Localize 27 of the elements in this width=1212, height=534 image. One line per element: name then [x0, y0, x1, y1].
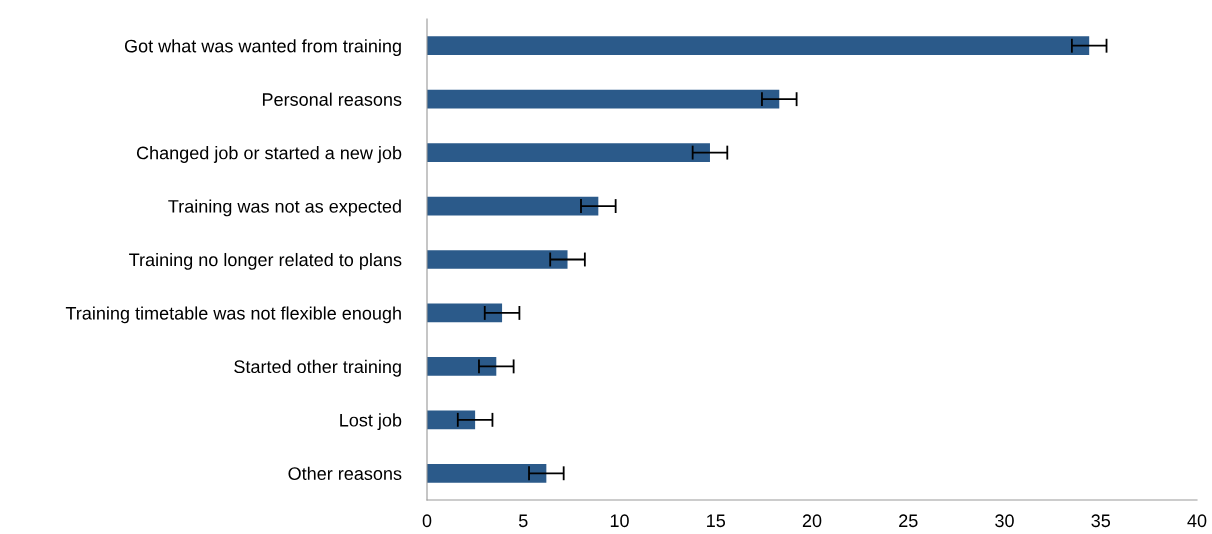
bar [427, 36, 1090, 56]
x-tick-label: 30 [995, 514, 1014, 528]
y-tick-label: Personal reasons [262, 92, 402, 106]
y-tick-label: Got what was wanted from training [124, 39, 401, 57]
x-tick-label: 0 [422, 514, 432, 528]
x-tick-label: 10 [610, 514, 629, 528]
x-tick-label: 5 [518, 514, 528, 528]
bar [427, 143, 710, 162]
x-tick-label: 35 [1091, 514, 1111, 528]
y-tick-label: Training no longer related to plans [129, 252, 402, 270]
bar [427, 357, 497, 376]
y-tick-label: Other reasons [288, 466, 402, 480]
x-tick-label: 40 [1187, 514, 1207, 528]
bar [427, 303, 503, 323]
x-tick-label: 15 [707, 514, 726, 528]
y-tick-label: Training timetable was not flexible enough [65, 306, 401, 324]
x-tick-label: 20 [802, 514, 822, 528]
bar [427, 196, 599, 216]
x-tick-label: 25 [899, 514, 918, 528]
y-tick-label: Changed job or started a new job [136, 146, 402, 163]
bar [427, 463, 547, 483]
bar [427, 89, 780, 109]
bar [427, 250, 568, 269]
y-tick-label: Started other training [234, 359, 401, 377]
y-tick-label: Training was not as expected [168, 199, 401, 217]
y-tick-label: Lost job [340, 413, 402, 431]
bar [427, 410, 476, 430]
